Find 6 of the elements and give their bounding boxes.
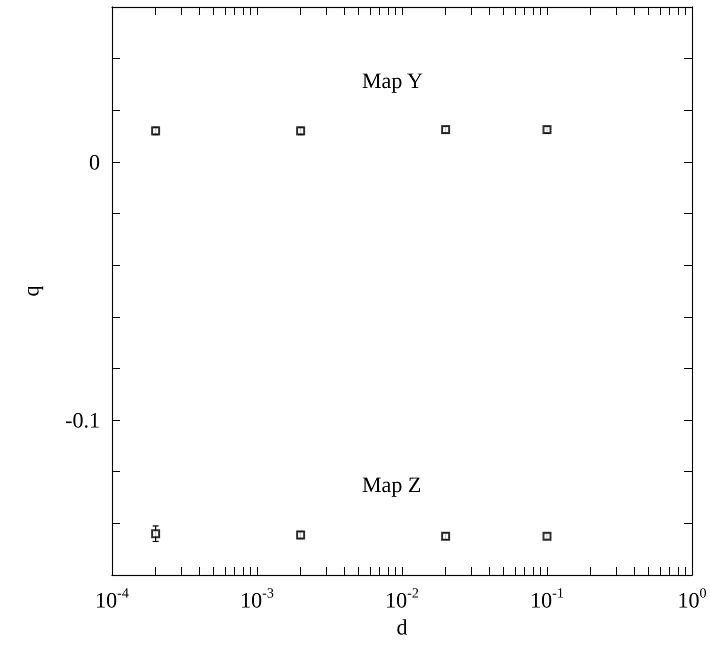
y-tick-label: 0	[89, 149, 100, 174]
series-label: Map Z	[362, 472, 422, 498]
y-tick-label: -0.1	[65, 408, 100, 433]
y-axis-title: q	[18, 286, 44, 296]
series-label: Map Y	[362, 68, 424, 94]
x-axis-title: d	[396, 614, 408, 640]
